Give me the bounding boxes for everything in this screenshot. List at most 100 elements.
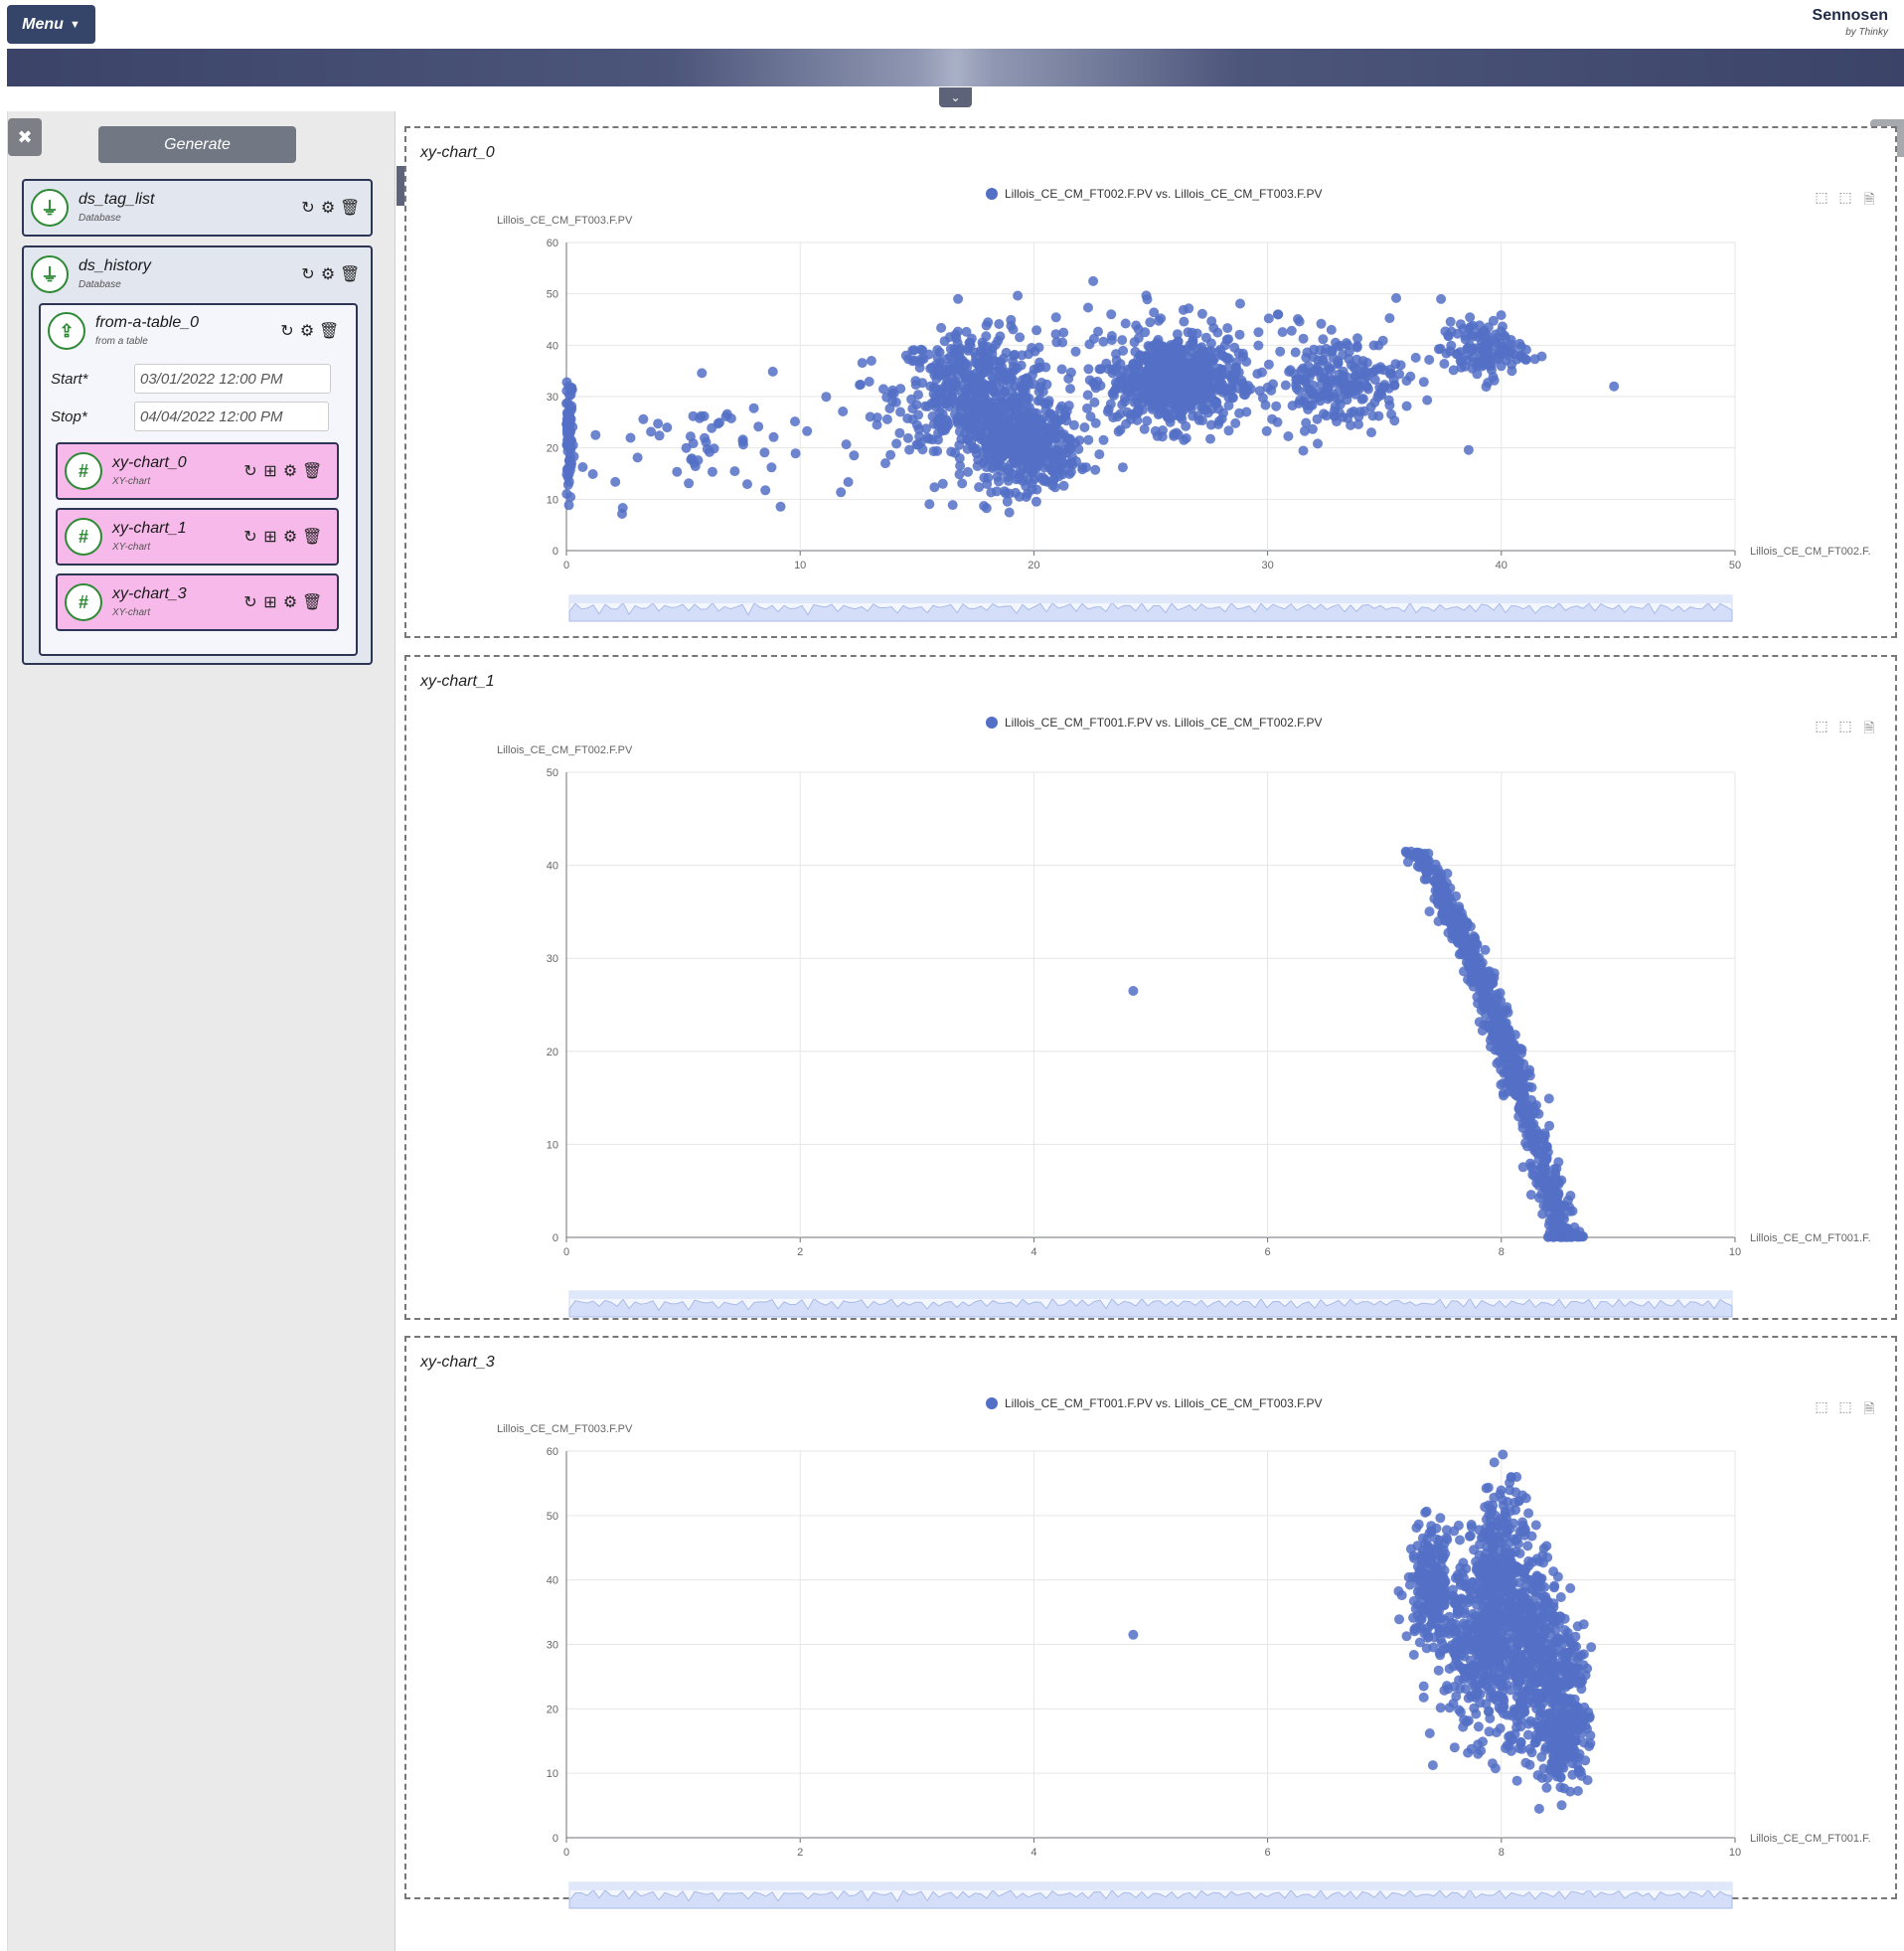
data-point[interactable] <box>1517 1073 1527 1084</box>
data-point[interactable] <box>970 388 981 399</box>
data-point[interactable] <box>1418 1692 1429 1703</box>
data-point[interactable] <box>991 452 1002 462</box>
data-point[interactable] <box>1031 325 1042 336</box>
data-point[interactable] <box>1551 1771 1562 1782</box>
data-point[interactable] <box>1463 951 1474 962</box>
data-point[interactable] <box>1504 1625 1514 1636</box>
data-point[interactable] <box>1206 404 1217 414</box>
data-point[interactable] <box>1484 1685 1495 1696</box>
data-view-icon[interactable]: 🗎 <box>1863 1400 1875 1416</box>
data-point[interactable] <box>955 460 966 471</box>
data-point[interactable] <box>921 423 931 434</box>
data-point[interactable] <box>1008 361 1019 372</box>
data-point[interactable] <box>885 449 896 460</box>
data-point[interactable] <box>1034 472 1045 483</box>
data-point[interactable] <box>1496 361 1507 372</box>
data-point[interactable] <box>1504 1598 1514 1609</box>
data-point[interactable] <box>1036 419 1047 430</box>
data-point[interactable] <box>1000 404 1011 414</box>
data-point[interactable] <box>1079 422 1090 432</box>
data-point[interactable] <box>1480 342 1491 353</box>
data-point[interactable] <box>1533 1556 1544 1566</box>
data-point[interactable] <box>1543 1093 1554 1104</box>
data-point[interactable] <box>1559 1625 1570 1636</box>
data-point[interactable] <box>1106 335 1117 346</box>
data-point[interactable] <box>1567 1752 1578 1763</box>
data-point[interactable] <box>1487 1758 1498 1769</box>
data-point[interactable] <box>1452 1605 1463 1616</box>
data-point[interactable] <box>1212 372 1223 383</box>
data-point[interactable] <box>1169 428 1180 439</box>
data-point[interactable] <box>1326 324 1337 335</box>
data-point[interactable] <box>1552 1724 1563 1735</box>
data-point[interactable] <box>685 431 696 442</box>
data-point[interactable] <box>1105 399 1116 409</box>
data-point[interactable] <box>1357 394 1368 405</box>
data-point[interactable] <box>1013 455 1024 466</box>
data-point[interactable] <box>1008 324 1019 335</box>
data-point[interactable] <box>561 489 572 499</box>
data-point[interactable] <box>1466 964 1477 975</box>
data-point[interactable] <box>1117 462 1128 473</box>
data-point[interactable] <box>1571 1641 1582 1652</box>
data-point[interactable] <box>1219 386 1230 397</box>
data-point[interactable] <box>1542 1773 1553 1784</box>
data-point[interactable] <box>962 434 973 444</box>
data-point[interactable] <box>1578 1231 1589 1242</box>
data-point[interactable] <box>1128 1629 1139 1640</box>
refresh-icon[interactable]: ↻ <box>280 323 294 340</box>
data-point[interactable] <box>1046 454 1057 465</box>
data-point[interactable] <box>1433 1665 1444 1676</box>
data-point[interactable] <box>1541 1599 1552 1610</box>
data-point[interactable] <box>1555 1592 1566 1602</box>
data-point[interactable] <box>1218 407 1228 418</box>
data-point[interactable] <box>1029 364 1039 375</box>
data-point[interactable] <box>1466 1520 1477 1530</box>
data-point[interactable] <box>1293 314 1303 324</box>
data-point[interactable] <box>960 385 971 396</box>
data-point[interactable] <box>753 421 764 432</box>
data-point[interactable] <box>1446 326 1457 337</box>
data-point[interactable] <box>1023 488 1033 499</box>
data-point[interactable] <box>617 509 627 519</box>
data-point[interactable] <box>1466 1584 1477 1595</box>
zoom-icon[interactable]: ⬚ <box>1815 189 1828 205</box>
data-point[interactable] <box>1527 1169 1538 1180</box>
data-point[interactable] <box>955 405 966 415</box>
data-point[interactable] <box>562 438 573 448</box>
data-point[interactable] <box>1424 355 1435 365</box>
data-point[interactable] <box>1538 1719 1549 1730</box>
data-point[interactable] <box>1562 1659 1573 1670</box>
data-point[interactable] <box>1222 323 1233 334</box>
data-point[interactable] <box>1056 401 1067 411</box>
data-point[interactable] <box>1416 1553 1427 1564</box>
data-point[interactable] <box>1494 1015 1505 1026</box>
data-point[interactable] <box>1508 1518 1518 1529</box>
data-point[interactable] <box>577 462 588 472</box>
data-point[interactable] <box>1516 1048 1526 1058</box>
data-point[interactable] <box>1310 393 1321 404</box>
data-point[interactable] <box>1235 298 1245 309</box>
data-point[interactable] <box>1482 1671 1493 1681</box>
data-point[interactable] <box>1267 413 1278 424</box>
data-point[interactable] <box>1002 496 1013 507</box>
data-point[interactable] <box>957 478 968 489</box>
data-point[interactable] <box>1439 1539 1450 1549</box>
data-point[interactable] <box>1423 848 1434 859</box>
data-point[interactable] <box>1451 349 1462 360</box>
data-point[interactable] <box>563 401 574 411</box>
data-point[interactable] <box>1506 339 1516 350</box>
data-point[interactable] <box>1050 420 1061 431</box>
data-point[interactable] <box>1088 275 1099 286</box>
data-point[interactable] <box>561 469 572 480</box>
data-point[interactable] <box>1450 1619 1461 1629</box>
data-point[interactable] <box>1401 1631 1412 1642</box>
data-point[interactable] <box>1551 1661 1562 1672</box>
refresh-icon[interactable]: ↻ <box>243 594 257 611</box>
data-point[interactable] <box>1093 326 1103 337</box>
data-point[interactable] <box>1142 415 1153 426</box>
data-point[interactable] <box>562 408 573 419</box>
data-point[interactable] <box>1128 986 1139 996</box>
data-point[interactable] <box>1559 1613 1570 1624</box>
data-point[interactable] <box>1335 340 1346 351</box>
